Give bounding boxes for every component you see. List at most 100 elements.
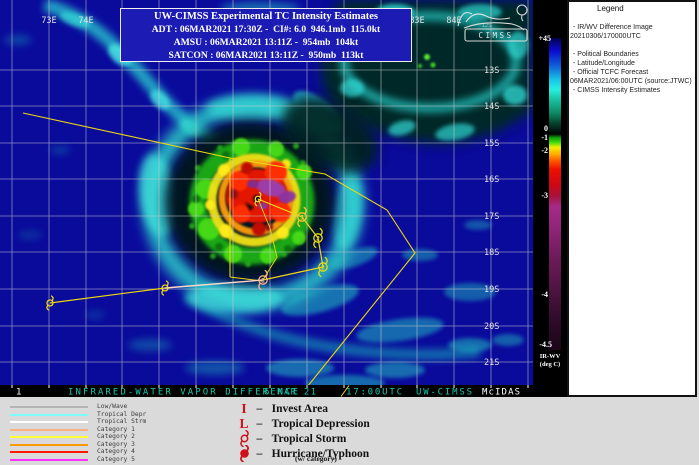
- category-row: Tropical Depr: [0, 410, 230, 419]
- category-label: Tropical Depr: [97, 410, 147, 418]
- logo-small-text: 12S: [482, 23, 492, 29]
- image-date: 6 MAR 21: [264, 388, 316, 398]
- depression-symbol: L: [239, 415, 249, 431]
- colorbar-tick: -4: [541, 290, 548, 299]
- lat-label: 16S: [484, 175, 499, 185]
- system-name: McIDAS: [482, 388, 520, 398]
- category-color-swatch: [10, 458, 88, 461]
- lon-label: 83E: [409, 16, 424, 26]
- cimss-logo: 12S CIMSS: [457, 4, 528, 42]
- colorbar-tick: -3: [541, 191, 548, 200]
- intensity-header-box: UW-CIMSS Experimental TC Intensity Estim…: [120, 8, 412, 62]
- svg-text:1: 1: [261, 276, 265, 284]
- colorbar-gradient: [549, 38, 561, 350]
- storm-label: Tropical Storm: [271, 432, 347, 445]
- hurricane-symbol-cat1: 1: [258, 269, 268, 291]
- colorbar-tick: -4.5: [539, 340, 552, 349]
- category-color-swatch: [10, 443, 88, 446]
- category-label: Category 4: [97, 448, 135, 455]
- latlon-grid: [0, 0, 533, 385]
- lat-label: 15S: [484, 139, 499, 149]
- hurricane-symbol-cat3: 3: [297, 206, 307, 228]
- legend-item-irwv: - IR/WV Difference Image: [573, 24, 653, 31]
- category-row: Category 2: [0, 433, 230, 441]
- forecast-envelope: [22, 112, 416, 397]
- grid-labels: 73E 74E 83E 84E 13S 14S 15S 16S 17S 18S …: [41, 16, 499, 368]
- category-label: Category 1: [97, 425, 135, 433]
- category-label: Tropical Strm: [97, 418, 147, 425]
- category-row: Category 3: [0, 440, 230, 449]
- lon-label: 84E: [446, 16, 461, 26]
- category-row: Category 5: [0, 455, 230, 464]
- category-label: Category 5: [97, 455, 135, 463]
- symbol-row-storm: – Tropical Storm: [236, 430, 347, 448]
- category-row: Tropical Strm: [0, 418, 230, 426]
- current-position-symbol: [254, 191, 262, 207]
- invest-symbol: I: [241, 400, 247, 416]
- colorbar-tick: -2: [541, 146, 548, 155]
- category-color-swatch: [10, 451, 88, 453]
- lon-label: 74E: [78, 16, 93, 26]
- legend-item-forecast: - Official TCFC Forecast: [573, 69, 649, 76]
- hurricane-icon: [236, 444, 252, 464]
- lat-label: 18S: [484, 248, 499, 258]
- category-color-swatch: [10, 436, 88, 438]
- category-label: Low/Wave: [97, 403, 128, 410]
- tropical-storm-symbol: [161, 280, 169, 296]
- hurricane-symbol-cat2: 2: [318, 256, 328, 278]
- legend-item-intensity: - CIMSS Intensity Estimates: [573, 87, 661, 94]
- past-track-line: [49, 287, 166, 304]
- category-color-swatch: [10, 406, 88, 408]
- colorbar-tick: 0: [544, 124, 548, 133]
- category-color-swatch: [10, 421, 88, 423]
- legend-item-irwv-time: 20210306/170000UTC: [570, 33, 641, 40]
- hurricane-symbol-cat2: 2: [313, 227, 323, 249]
- track-line: [257, 198, 324, 281]
- header-title: UW-CIMSS Experimental TC Intensity Estim…: [153, 11, 378, 22]
- category-label: Category 3: [97, 440, 135, 448]
- legend-title: Legend: [597, 4, 624, 13]
- lat-label: 17S: [484, 212, 499, 222]
- logo-text: CIMSS: [478, 31, 513, 40]
- tropical-storm-icon: [236, 430, 252, 448]
- legend-item-forecast-source: 06MAR2021/06:00UTC (source:JTWC): [570, 78, 692, 85]
- lat-label: 19S: [484, 285, 499, 295]
- lat-label: 20S: [484, 322, 499, 332]
- category-row: Category 1: [0, 425, 230, 434]
- colorbar-units: (deg C): [539, 361, 561, 368]
- invest-label: Invest Area: [271, 402, 328, 415]
- tropical-storm-symbol: [46, 295, 54, 311]
- lat-label: 21S: [484, 358, 499, 368]
- status-bar: 1 INFRARED-WATER VAPOR DIFFERENCE 6 MAR …: [0, 385, 533, 397]
- colorbar-tick: -1: [541, 133, 548, 142]
- category-label: Category 2: [97, 433, 135, 440]
- hurricane-label: Hurricane/Typhoon: [271, 447, 370, 460]
- svg-text:2: 2: [321, 263, 325, 271]
- colorbar-strip: +45 0 -1 -2 -3 -4 -4.5 IR-WV (deg C): [533, 0, 567, 397]
- colorbar-title: IR-WV: [539, 353, 561, 360]
- depression-label: Tropical Depression: [271, 417, 370, 430]
- category-row: Low/Wave: [0, 403, 230, 411]
- forecast-overlay: [22, 112, 416, 397]
- satcon-estimate: SATCON : 06MAR2021 13:11Z - 950mb 113kt: [168, 50, 364, 61]
- product-name: INFRARED-WATER VAPOR DIFFERENCE: [68, 388, 298, 398]
- symbol-row-hurricane: – Hurricane/Typhoon: [236, 444, 370, 464]
- legend-item-boundaries: - Political Boundaries: [573, 51, 639, 58]
- adt-estimate: ADT : 06MAR2021 17:30Z - CI#: 6.0 946.1m…: [151, 24, 381, 35]
- symbol-row-depression: L – Tropical Depression: [236, 415, 370, 431]
- lat-label: 14S: [484, 102, 499, 112]
- bottom-legend-area: Low/Wave Tropical Depr Tropical Strm Cat…: [0, 397, 699, 465]
- colorbar-top-label: +45: [538, 34, 551, 43]
- image-time: 17:00UTC: [346, 388, 402, 398]
- category-color-swatch: [10, 428, 88, 431]
- legend-item-latlon: - Latitude/Longitude: [573, 60, 635, 67]
- category-color-swatch: [10, 413, 88, 416]
- legend-panel: Legend - IR/WV Difference Image 20210306…: [567, 0, 697, 397]
- past-track-line-recent: [164, 279, 264, 289]
- svg-text:3: 3: [300, 213, 304, 221]
- frame-number: 1: [16, 388, 21, 398]
- lat-label: 13S: [484, 66, 499, 76]
- lon-label: 73E: [41, 16, 56, 26]
- data-source: UW-CIMSS: [416, 388, 472, 398]
